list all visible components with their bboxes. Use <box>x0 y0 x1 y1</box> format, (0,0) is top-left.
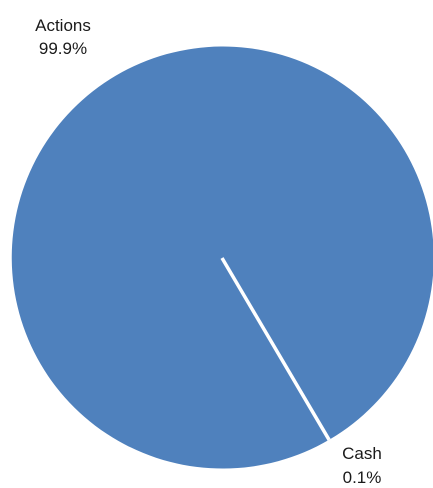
slice-label-group-actions: Actions 99.9% <box>35 16 91 58</box>
slice-separator <box>220 257 331 441</box>
pie-slices <box>11 46 433 469</box>
slice-label-cash: Cash <box>342 444 382 463</box>
pie-slice-actions <box>11 46 433 469</box>
slice-value-label-actions: 99.9% <box>39 39 87 58</box>
slice-label-actions: Actions <box>35 16 91 35</box>
slice-label-group-cash: Cash 0.1% <box>342 444 382 487</box>
slice-value-label-cash: 0.1% <box>343 468 382 487</box>
